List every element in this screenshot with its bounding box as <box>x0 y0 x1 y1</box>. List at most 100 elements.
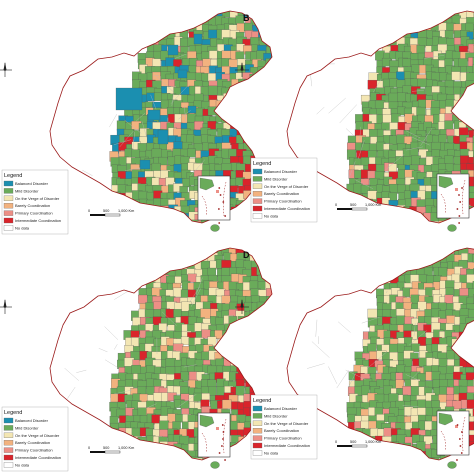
prefecture-cell <box>376 206 387 217</box>
prefecture-cell <box>409 253 419 263</box>
island-dot <box>459 445 462 447</box>
island-dot <box>224 459 226 461</box>
prefecture-cell <box>124 434 134 445</box>
prefecture-cell <box>250 78 261 89</box>
prefecture-cell <box>270 276 272 287</box>
province-boundary <box>328 366 338 384</box>
island-dot <box>219 194 222 196</box>
prefecture-cell <box>271 336 272 346</box>
legend-swatch <box>3 210 14 216</box>
prefecture-cell <box>360 219 370 223</box>
prefecture-cell <box>147 109 161 121</box>
province-boundary <box>174 53 187 59</box>
prefecture-cell <box>458 457 469 460</box>
prefecture-cell <box>242 218 252 223</box>
prefecture-cell <box>151 444 162 454</box>
prefecture-cell <box>271 367 272 377</box>
prefecture-cell <box>236 86 246 96</box>
prefecture-cell <box>264 343 272 353</box>
island-dot <box>458 215 461 217</box>
prefecture-cell <box>130 211 141 221</box>
prefecture-cell <box>467 308 474 318</box>
island-dot <box>460 452 463 454</box>
prefecture-cell <box>166 15 177 26</box>
legend-swatch <box>3 180 14 187</box>
prefecture-cell <box>151 261 161 272</box>
prefecture-cell <box>273 114 281 123</box>
prefecture-cell <box>465 337 474 347</box>
prefecture-cell <box>229 113 238 124</box>
prefecture-cell <box>265 80 272 91</box>
prefecture-cell <box>466 456 474 460</box>
prefecture-cell <box>251 358 262 369</box>
prefecture-cell <box>249 353 260 363</box>
province-boundary <box>336 370 349 389</box>
province-boundary <box>409 330 427 346</box>
hainan-island <box>210 224 220 232</box>
prefecture-cell <box>459 336 470 347</box>
legend-swatch <box>252 191 263 197</box>
prefecture-cell <box>377 448 387 459</box>
map-panel-1: Legend Balanced Disorder Mild Disorder On t… <box>0 10 281 235</box>
prefecture-cell <box>230 220 240 223</box>
province-boundary <box>146 403 157 409</box>
prefecture-cell <box>245 100 254 110</box>
legend-swatch <box>3 203 14 209</box>
prefecture-cell <box>446 315 456 324</box>
prefecture-cell <box>425 15 436 25</box>
prefecture-cell <box>165 57 175 68</box>
prefecture-cell <box>229 94 240 105</box>
prefecture-cell <box>396 219 407 223</box>
prefecture-cell <box>459 100 470 110</box>
prefecture-cell <box>346 429 355 440</box>
prefecture-cell <box>251 123 262 133</box>
prefecture-cell <box>146 386 155 396</box>
prefecture-cell <box>367 343 377 353</box>
island-dot <box>460 431 463 433</box>
prefecture-cell <box>258 130 269 140</box>
prefecture-cell <box>431 141 442 151</box>
province-boundary <box>413 323 416 337</box>
legend-label: Primary Coordination <box>264 199 302 204</box>
prefecture-cell <box>265 337 272 348</box>
prefecture-cell <box>230 457 240 460</box>
island-dot <box>218 452 221 454</box>
prefecture-cell <box>158 450 169 460</box>
province-boundary <box>64 367 79 381</box>
prefecture-cell <box>131 456 142 460</box>
south-china-sea-inset <box>436 410 470 456</box>
prefecture-cell <box>172 287 183 298</box>
legend-swatch <box>3 432 14 438</box>
prefecture-cell <box>264 302 272 313</box>
prefecture-cell <box>193 11 204 19</box>
prefecture-cell <box>263 248 272 257</box>
prefecture-cell <box>397 24 407 35</box>
island-dot <box>458 222 461 224</box>
prefecture-cell <box>465 114 474 125</box>
prefecture-cell <box>242 205 253 215</box>
prefecture-cell <box>389 262 399 272</box>
prefecture-cell <box>245 365 255 375</box>
prefecture-cell <box>458 58 468 67</box>
prefecture-cell <box>270 352 272 363</box>
prefecture-cell <box>249 330 259 340</box>
province-boundary <box>67 386 76 399</box>
island-dot <box>222 201 225 203</box>
prefecture-cell <box>270 323 272 332</box>
scale-bar: 0 500 1,000 Km <box>88 209 134 217</box>
prefecture-cell <box>402 252 412 262</box>
legend-swatch <box>3 440 14 446</box>
prefecture-cell <box>257 99 267 110</box>
prefecture-cell <box>430 11 441 20</box>
prefecture-cell <box>410 221 420 223</box>
prefecture-cell <box>458 331 468 342</box>
prefecture-cell <box>252 85 261 95</box>
prefecture-cell <box>237 337 248 348</box>
prefecture-cell <box>465 330 474 340</box>
prefecture-cell <box>389 16 400 26</box>
prefecture-cell <box>402 386 413 396</box>
prefecture-cell <box>263 74 272 83</box>
prefecture-cell <box>263 260 272 271</box>
prefecture-cell <box>112 457 123 460</box>
